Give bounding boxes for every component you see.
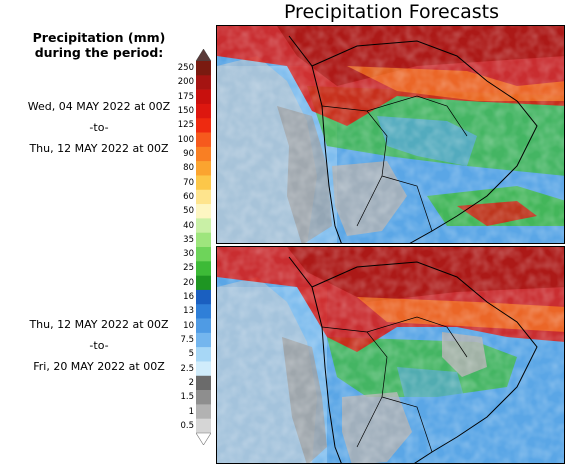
colorbar-tick-label: 25	[183, 263, 194, 274]
colorbar-cell	[196, 304, 211, 319]
colorbar-cell	[196, 89, 211, 105]
colorbar-top-arrow	[196, 49, 211, 62]
colorbar-cell	[196, 61, 211, 76]
colorbar-cell	[196, 404, 211, 419]
colorbar-tick-label: 20	[183, 277, 194, 288]
period-1-start: Wed, 04 MAY 2022 at 00Z	[27, 100, 171, 113]
colorbar-tick-label: 200	[177, 77, 194, 88]
colorbar-cell	[196, 247, 211, 262]
colorbar-cell	[196, 75, 211, 90]
page-title: Precipitation Forecasts	[283, 1, 500, 23]
colorbar-tick-label: 2	[188, 377, 194, 388]
colorbar-cell	[196, 103, 211, 119]
colorbar-tick-label: 175	[177, 91, 194, 102]
colorbar-cell	[196, 204, 211, 219]
colorbar-tick-label: 0.5	[180, 420, 194, 431]
colorbar-cell	[196, 175, 211, 191]
colorbar-tick-label: 30	[183, 249, 194, 260]
colorbar-cell	[196, 275, 211, 291]
colorbar-tick-label: 1.5	[180, 392, 194, 403]
colorbar-tick-label: 7.5	[180, 335, 194, 345]
period-1-label: Wed, 04 MAY 2022 at 00Z -to- Thu, 12 MAY…	[2, 96, 196, 159]
colorbar-tick-label: 35	[183, 234, 194, 245]
colorbar-tick-label: 60	[183, 191, 194, 202]
colorbar-cell	[196, 189, 211, 205]
forecast-map-period-2	[216, 246, 565, 464]
colorbar-tick-label: 5	[188, 349, 194, 360]
forecast-map-period-1	[216, 25, 565, 244]
colorbar-cell	[196, 261, 211, 276]
colorbar-tick-label: 90	[183, 149, 194, 159]
colorbar-cell	[196, 218, 211, 233]
period-2-end: Fri, 20 MAY 2022 at 00Z	[33, 360, 165, 373]
colorbar-cell	[196, 375, 211, 391]
colorbar-cell	[196, 332, 211, 348]
colorbar-cell	[196, 161, 211, 176]
legend-title: Precipitation (mm) during the period:	[4, 30, 194, 60]
colorbar-tick-label: 1	[188, 406, 194, 417]
colorbar-tick-label: 13	[183, 306, 194, 317]
colorbar-tick-label: 10	[183, 320, 194, 331]
colorbar-tick-label: 50	[183, 206, 194, 217]
colorbar-tick-label: 40	[183, 220, 194, 231]
colorbar-tick-label: 150	[177, 106, 194, 117]
colorbar-cell	[196, 232, 211, 248]
precipitation-colorbar	[196, 49, 211, 445]
colorbar-cell	[196, 118, 211, 133]
colorbar-cell	[196, 132, 211, 148]
colorbar-cell	[196, 418, 211, 434]
colorbar-tick-label: 70	[183, 177, 194, 188]
legend-title-line1: Precipitation (mm)	[32, 30, 166, 45]
colorbar-tick-label: 16	[183, 292, 194, 303]
colorbar-tick-label: 2.5	[180, 363, 194, 374]
period-2-separator: -to-	[89, 339, 109, 352]
colorbar-cell	[196, 390, 211, 405]
period-1-end: Thu, 12 MAY 2022 at 00Z	[29, 142, 169, 155]
colorbar-cell	[196, 361, 211, 377]
colorbar-tick-label: 100	[177, 134, 194, 145]
legend-title-line2: during the period:	[34, 45, 164, 60]
period-2-label: Thu, 12 MAY 2022 at 00Z -to- Fri, 20 MAY…	[2, 314, 196, 377]
colorbar-tick-label: 125	[177, 120, 194, 131]
colorbar-cell	[196, 318, 211, 334]
colorbar-bottom-arrow	[196, 432, 211, 445]
period-2-start: Thu, 12 MAY 2022 at 00Z	[29, 318, 169, 331]
colorbar-cell	[196, 146, 211, 162]
colorbar-tick-label: 250	[177, 63, 194, 74]
colorbar-tick-label: 80	[183, 163, 194, 174]
colorbar-cell	[196, 347, 211, 362]
colorbar-cell	[196, 289, 211, 305]
period-1-separator: -to-	[89, 121, 109, 134]
